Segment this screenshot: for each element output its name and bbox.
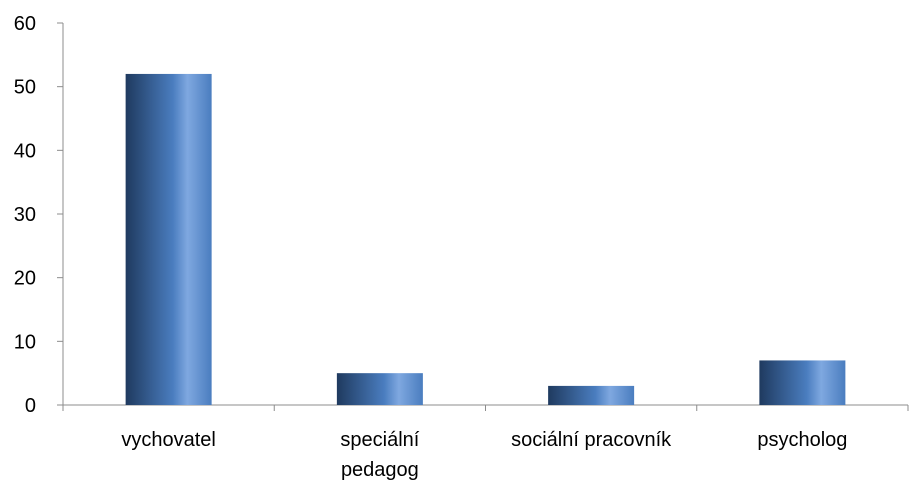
y-tick-label: 0: [25, 395, 36, 417]
x-tick-label: sociální pracovník: [511, 429, 672, 451]
x-tick-label: speciální pedagog: [340, 429, 419, 481]
x-tick-label-line: vychovatel: [121, 429, 216, 451]
y-tick-label: 40: [14, 140, 36, 162]
y-tick-label: 50: [14, 77, 36, 99]
y-tick-labels: 0 10 20 30 40 50 60: [14, 13, 36, 417]
y-tick-label: 20: [14, 268, 36, 290]
y-tick-label: 30: [14, 204, 36, 226]
bar: [548, 385, 635, 405]
bars-group: [125, 73, 846, 405]
bar: [336, 373, 423, 405]
y-tick-label: 10: [14, 331, 36, 353]
x-tick-label: vychovatel: [121, 429, 216, 451]
x-tick-label: psycholog: [757, 429, 847, 451]
x-tick-label-line: speciální: [340, 429, 419, 451]
x-tick-label-line: pedagog: [341, 459, 419, 481]
bar: [759, 360, 846, 405]
x-tick-label-line: sociální pracovník: [511, 429, 672, 451]
x-tick-label-line: psycholog: [757, 429, 847, 451]
y-tick-label: 60: [14, 13, 36, 35]
x-tick-labels: vychovatel speciální pedagog sociální praco…: [121, 429, 847, 481]
bar: [125, 73, 212, 405]
